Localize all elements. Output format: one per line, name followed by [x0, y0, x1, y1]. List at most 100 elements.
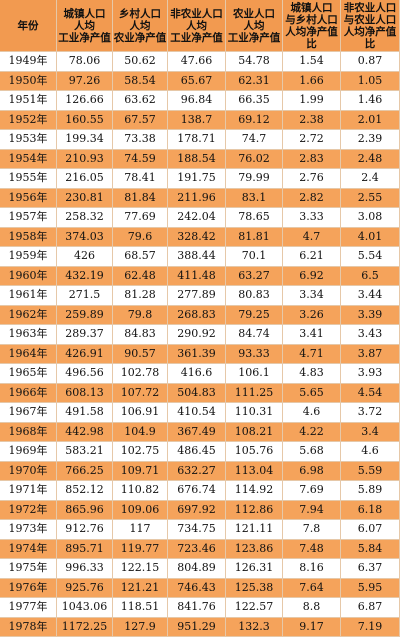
value-cell: 367.49	[168, 422, 226, 442]
value-cell: 2.38	[283, 110, 341, 130]
value-cell: 374.03	[57, 227, 113, 247]
value-cell: 79.99	[226, 169, 283, 189]
value-cell: 68.57	[113, 247, 168, 267]
value-cell: 361.39	[168, 344, 226, 364]
value-cell: 2.4	[341, 169, 400, 189]
value-cell: 841.76	[168, 598, 226, 618]
value-cell: 766.25	[57, 461, 113, 481]
value-cell: 1.46	[341, 91, 400, 111]
value-cell: 79.6	[113, 227, 168, 247]
value-cell: 78.06	[57, 52, 113, 72]
value-cell: 70.1	[226, 247, 283, 267]
value-cell: 122.57	[226, 598, 283, 618]
value-cell: 230.81	[57, 188, 113, 208]
value-cell: 81.28	[113, 286, 168, 306]
value-cell: 486.45	[168, 442, 226, 462]
value-cell: 6.5	[341, 266, 400, 286]
value-cell: 123.86	[226, 539, 283, 559]
value-cell: 3.41	[283, 325, 341, 345]
value-cell: 2.39	[341, 130, 400, 150]
value-cell: 3.39	[341, 305, 400, 325]
header-text: 人均净产值	[343, 25, 397, 38]
value-cell: 1.66	[283, 71, 341, 91]
value-cell: 496.56	[57, 364, 113, 384]
value-cell: 3.33	[283, 208, 341, 228]
value-cell: 4.7	[283, 227, 341, 247]
value-cell: 6.18	[341, 500, 400, 520]
header-text: 比	[364, 37, 376, 50]
year-cell: 1959年	[0, 247, 57, 267]
value-cell: 3.34	[283, 286, 341, 306]
value-cell: 2.48	[341, 149, 400, 169]
year-cell: 1967年	[0, 403, 57, 423]
value-cell: 6.92	[283, 266, 341, 286]
value-cell: 268.83	[168, 305, 226, 325]
value-cell: 93.33	[226, 344, 283, 364]
value-cell: 432.19	[57, 266, 113, 286]
value-cell: 3.93	[341, 364, 400, 384]
year-cell: 1952年	[0, 110, 57, 130]
value-cell: 126.66	[57, 91, 113, 111]
value-cell: 110.31	[226, 403, 283, 423]
year-cell: 1950年	[0, 71, 57, 91]
value-cell: 125.38	[226, 578, 283, 598]
value-cell: 132.3	[226, 617, 283, 637]
value-cell: 4.83	[283, 364, 341, 384]
value-cell: 138.7	[168, 110, 226, 130]
value-cell: 107.72	[113, 383, 168, 403]
header-cell: 非农业人口 与农业人口 人均净产值比	[341, 0, 400, 52]
value-cell: 62.31	[226, 71, 283, 91]
header-text: 农业人口	[233, 7, 275, 20]
value-cell: 410.54	[168, 403, 226, 423]
value-cell: 491.58	[57, 403, 113, 423]
value-cell: 2.72	[283, 130, 341, 150]
value-cell: 65.67	[168, 71, 226, 91]
value-cell: 416.6	[168, 364, 226, 384]
value-cell: 84.74	[226, 325, 283, 345]
header-text: 非农业人口	[343, 1, 397, 14]
value-cell: 96.84	[168, 91, 226, 111]
value-cell: 7.64	[283, 578, 341, 598]
value-cell: 723.46	[168, 539, 226, 559]
year-cell: 1978年	[0, 617, 57, 637]
value-cell: 216.05	[57, 169, 113, 189]
value-cell: 111.25	[226, 383, 283, 403]
value-cell: 632.27	[168, 461, 226, 481]
header-text: 工业净产值	[227, 31, 281, 44]
value-cell: 80.83	[226, 286, 283, 306]
value-cell: 3.26	[283, 305, 341, 325]
value-cell: 188.54	[168, 149, 226, 169]
value-cell: 114.92	[226, 481, 283, 501]
value-cell: 2.83	[283, 149, 341, 169]
value-cell: 78.41	[113, 169, 168, 189]
value-cell: 106.91	[113, 403, 168, 423]
value-cell: 112.86	[226, 500, 283, 520]
year-cell: 1975年	[0, 559, 57, 579]
value-cell: 8.8	[283, 598, 341, 618]
value-cell: 79.8	[113, 305, 168, 325]
value-cell: 734.75	[168, 520, 226, 540]
value-cell: 6.87	[341, 598, 400, 618]
value-cell: 1043.06	[57, 598, 113, 618]
value-cell: 8.16	[283, 559, 341, 579]
value-cell: 6.37	[341, 559, 400, 579]
value-cell: 0.87	[341, 52, 400, 72]
header-text: 非农业人口	[170, 7, 223, 20]
value-cell: 90.57	[113, 344, 168, 364]
year-cell: 1969年	[0, 442, 57, 462]
year-cell: 1977年	[0, 598, 57, 618]
header-text: 人均	[243, 19, 265, 32]
value-cell: 191.75	[168, 169, 226, 189]
value-cell: 9.17	[283, 617, 341, 637]
value-cell: 608.13	[57, 383, 113, 403]
value-cell: 1.99	[283, 91, 341, 111]
header-text: 与乡村人口	[285, 13, 338, 26]
value-cell: 865.96	[57, 500, 113, 520]
value-cell: 4.71	[283, 344, 341, 364]
value-cell: 127.9	[113, 617, 168, 637]
value-cell: 2.55	[341, 188, 400, 208]
value-cell: 1.54	[283, 52, 341, 72]
header-cell: 城镇人口 人均 工业净产值	[57, 0, 113, 52]
value-cell: 3.44	[341, 286, 400, 306]
